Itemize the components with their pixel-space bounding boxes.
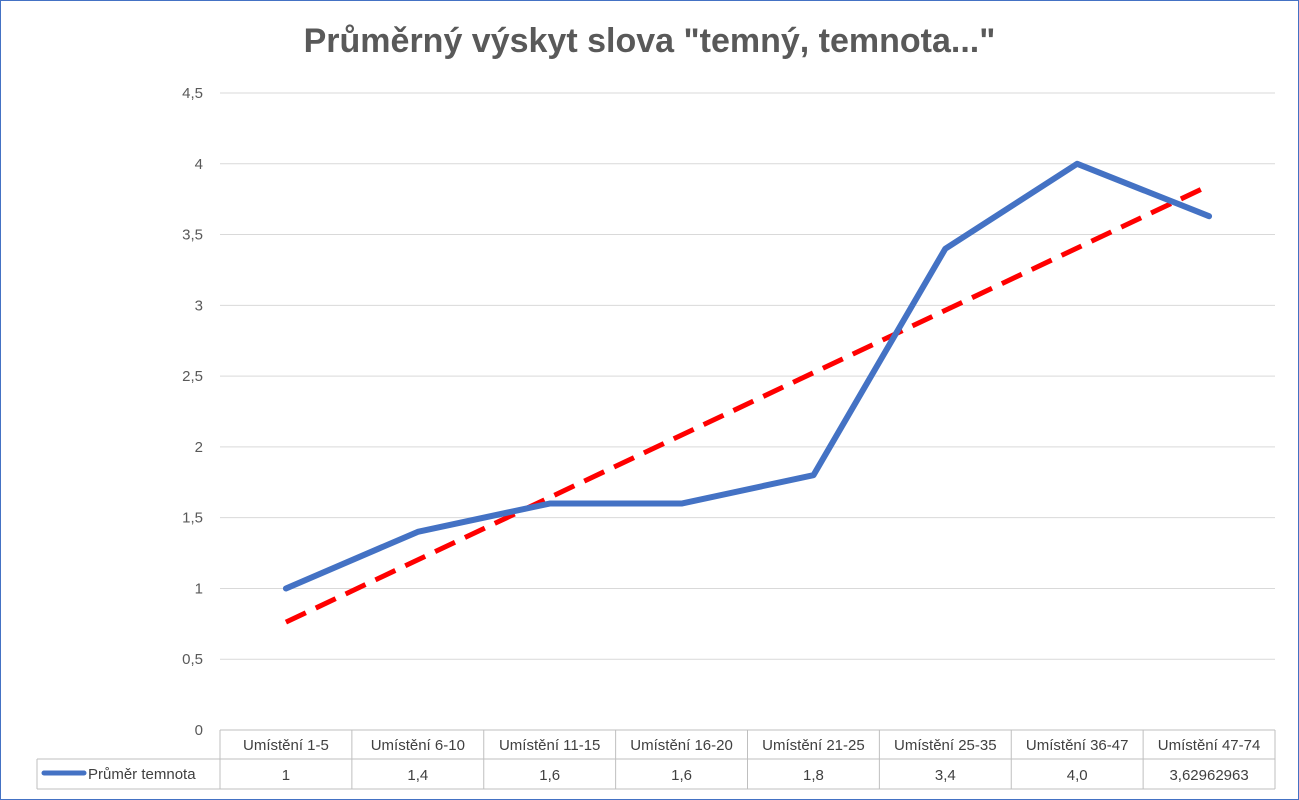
- data-value-label: 3,4: [935, 767, 956, 784]
- x-category-label: Umístění 36-47: [1026, 737, 1129, 754]
- legend-series-name: Průměr temnota: [88, 766, 196, 783]
- trendline-line: [284, 183, 1211, 625]
- series-lines: [282, 160, 1213, 592]
- data-value-label: 1,6: [539, 767, 560, 784]
- y-tick-label: 1: [195, 580, 203, 597]
- series-line-prumer-temnota: [282, 160, 1213, 592]
- data-table: Umístění 1-5 Umístění 6-10 Umístění 11-15 U…: [36, 729, 1276, 790]
- data-value-label: 1,6: [671, 767, 692, 784]
- y-tick-label: 2: [195, 439, 203, 456]
- data-value-label: 1,4: [407, 767, 428, 784]
- y-tick-label: 4: [195, 156, 203, 173]
- data-value-label: 3,62962963: [1169, 767, 1248, 784]
- trendline: [284, 183, 1211, 625]
- y-tick-label: 4,5: [182, 85, 203, 102]
- y-tick-label: 1,5: [182, 510, 203, 527]
- y-tick-label: 0: [195, 722, 203, 739]
- x-category-label: Umístění 6-10: [371, 737, 465, 754]
- y-tick-label: 3,5: [182, 227, 203, 244]
- x-category-label: Umístění 11-15: [499, 737, 600, 754]
- x-category-label: Umístění 1-5: [243, 737, 329, 754]
- data-value-label: 1: [282, 767, 290, 784]
- x-category-label: Umístění 16-20: [630, 737, 733, 754]
- y-axis-tick-labels: 0 0,5 1 1,5 2 2,5 3 3,5 4 4,5: [182, 85, 203, 739]
- x-category-label: Umístění 25-35: [894, 737, 997, 754]
- y-tick-label: 3: [195, 297, 203, 314]
- x-category-label: Umístění 21-25: [762, 737, 865, 754]
- y-tick-label: 2,5: [182, 368, 203, 385]
- data-value-label: 1,8: [803, 767, 824, 784]
- chart-title: Průměrný výskyt slova "temný, temnota...…: [303, 22, 996, 60]
- x-category-label: Umístění 47-74: [1158, 737, 1261, 754]
- gridlines: [220, 92, 1275, 660]
- data-value-label: 4,0: [1067, 767, 1088, 784]
- y-tick-label: 0,5: [182, 651, 203, 668]
